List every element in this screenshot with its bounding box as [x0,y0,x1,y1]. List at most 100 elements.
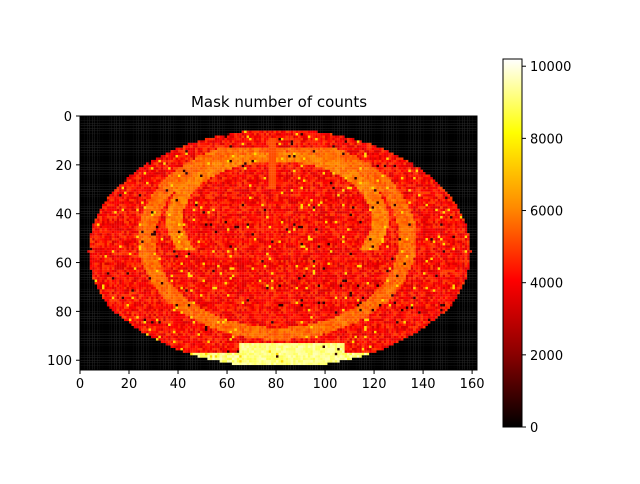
heatmap-cell [400,133,404,136]
heatmap-cell [425,184,429,187]
heatmap-cell [253,169,257,173]
heatmap-cell [457,140,460,143]
heatmap-cell [459,123,463,126]
heatmap-cell [241,118,245,121]
heatmap-cell [322,174,326,178]
heatmap-cell [229,184,232,187]
heatmap-cell [217,142,220,146]
heatmap-cell [437,123,441,126]
heatmap-cell [170,179,174,182]
heatmap-cell [364,189,367,192]
heatmap-cell [141,167,144,170]
heatmap-cell [204,157,208,161]
heatmap-cell [418,159,421,163]
heatmap-cell [180,147,183,151]
heatmap-cell [249,172,252,175]
heatmap-cell [359,159,362,163]
heatmap-cell [102,189,105,192]
heatmap-cell [200,152,203,156]
heatmap-cell [192,145,196,148]
heatmap-cell [307,130,311,134]
heatmap-cell [102,184,105,187]
heatmap-cell [325,115,328,119]
heatmap-cell [212,133,215,136]
heatmap-cell [141,155,144,158]
heatmap-cell [302,142,306,146]
heatmap-cell [128,135,132,139]
heatmap-cell [359,145,362,148]
heatmap-cell [180,120,183,124]
heatmap-cell [97,167,100,170]
heatmap-cell [378,128,382,131]
heatmap-cell [141,115,144,119]
heatmap-cell [454,159,458,163]
heatmap-cell [410,155,414,158]
heatmap-cell [133,123,137,126]
heatmap-cell [315,145,318,148]
heatmap-cell [285,164,289,168]
heatmap-cell [261,123,264,126]
heatmap-cell [396,167,399,170]
heatmap-cell [437,157,441,161]
heatmap-cell [378,137,382,141]
heatmap-cell [133,147,137,151]
heatmap-cell [258,169,262,173]
heatmap-cell [442,140,446,143]
heatmap-cell [459,184,463,187]
heatmap-cell [278,189,281,192]
heatmap-cell [185,133,188,136]
heatmap-cell [410,137,414,141]
heatmap-cell [445,120,448,124]
heatmap-cell [155,128,159,131]
heatmap-cell [393,125,397,129]
heatmap-cell [315,115,318,119]
heatmap-cell [170,130,174,134]
heatmap-cell [158,164,161,168]
heatmap-cell [339,123,343,126]
heatmap-cell [298,179,301,182]
heatmap-cell [192,133,196,136]
heatmap-cell [307,159,311,163]
heatmap-cell [459,152,463,156]
heatmap-cell [408,174,411,178]
heatmap-cell [405,140,409,143]
heatmap-cell [361,125,365,129]
heatmap-cell [219,169,223,173]
heatmap-cell [175,118,179,121]
heatmap-cell [285,128,289,131]
heatmap-cell [214,140,218,143]
heatmap-cell [278,150,281,153]
heatmap-cell [222,155,225,158]
heatmap-cell [261,115,264,119]
heatmap-cell [160,184,164,187]
heatmap-cell [84,152,88,156]
heatmap-cell [298,177,301,180]
heatmap-cell [369,159,372,163]
heatmap-cell [192,172,196,175]
heatmap-cell [175,164,179,168]
heatmap-cell [467,128,470,131]
heatmap-cell [153,189,157,192]
heatmap-cell [396,164,399,168]
heatmap-cell [261,186,264,190]
heatmap-cell [332,157,335,161]
heatmap-cell [437,128,441,131]
heatmap-cell [317,118,321,121]
heatmap-cell [366,164,370,168]
heatmap-cell [312,128,316,131]
heatmap-cell [128,157,132,161]
heatmap-cell [273,179,277,182]
heatmap-cell [219,159,223,163]
heatmap-cell [285,181,289,185]
heatmap-cell [344,118,348,121]
heatmap-cell [437,140,441,143]
heatmap-cell [459,120,463,124]
heatmap-cell [138,140,142,143]
heatmap-cell [329,174,333,178]
heatmap-cell [111,174,115,178]
heatmap-cell [398,177,402,180]
heatmap-cell [435,145,438,148]
heatmap-cell [177,189,181,192]
heatmap-cell [200,155,203,158]
